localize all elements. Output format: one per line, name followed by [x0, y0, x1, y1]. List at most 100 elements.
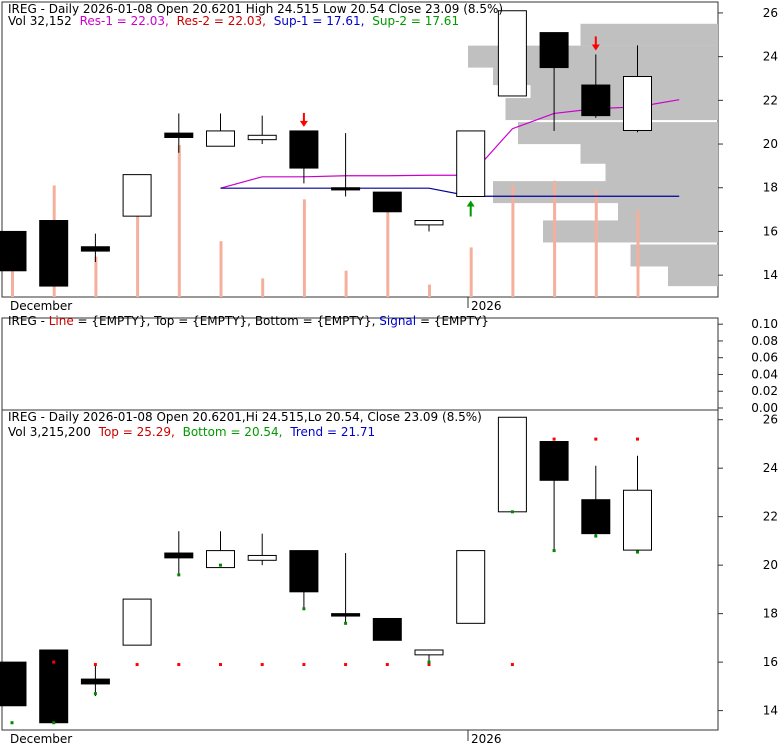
candle-down — [80, 678, 110, 685]
indicator-y-label: 0.10 — [751, 317, 778, 331]
volume-bar — [136, 200, 140, 297]
bottom-dot — [636, 550, 639, 554]
price-candles — [0, 10, 652, 287]
candle-up — [122, 598, 152, 646]
x-label-december-top: December — [10, 299, 72, 313]
indicator-y-label: 0.02 — [751, 384, 778, 398]
volume-bar — [594, 190, 598, 297]
bottom-dot — [10, 721, 14, 725]
volume-bar — [261, 278, 265, 297]
volume-profile-bar — [543, 220, 718, 243]
bottom-dot — [177, 573, 181, 577]
price-header-line1: IREG - Daily 2026-01-08 Open 20.6201 Hig… — [8, 2, 503, 16]
price-header-line2: Vol 32,152 Res-1 = 22.03, Res-2 = 22.03,… — [8, 14, 459, 28]
volume-profile-bar — [580, 23, 718, 46]
top-bottom-dots — [10, 437, 639, 725]
candle-down — [331, 613, 361, 617]
indicator-header: IREG - Line = {EMPTY}, Top = {EMPTY}, Bo… — [8, 314, 489, 328]
candle-down — [539, 441, 569, 481]
top-dot — [302, 663, 306, 667]
top-dot — [552, 437, 556, 441]
x-label-2026-top: 2026 — [471, 299, 502, 313]
top-dot — [177, 663, 181, 667]
bottom-dot — [93, 692, 97, 696]
candle-up — [414, 649, 444, 656]
candle-up — [206, 130, 235, 147]
indicator-line-label: Line — [49, 314, 74, 328]
price2-y-label: 14 — [763, 704, 778, 718]
price-y-label: 20 — [763, 137, 778, 151]
volume-bar — [302, 199, 306, 297]
price2-y-label: 20 — [763, 558, 778, 572]
price2-candles — [0, 416, 652, 724]
price2-y-label: 26 — [763, 413, 778, 427]
volume-bar — [428, 284, 431, 297]
candle-down — [0, 661, 27, 707]
volume-bar — [636, 210, 640, 297]
candle-down — [372, 191, 402, 213]
price-y-label: 26 — [763, 6, 778, 20]
candle-down — [372, 617, 402, 641]
indicator-eq2: = {EMPTY} — [416, 314, 489, 328]
indicator-eq1: = {EMPTY}, Top = {EMPTY}, Bottom = {EMPT… — [74, 314, 380, 328]
indicator-y-label: 0.08 — [751, 334, 778, 348]
volume-profile-bar — [605, 161, 718, 184]
bottom-dot — [427, 660, 431, 664]
bottom-dot — [344, 621, 348, 625]
candle-down — [0, 230, 27, 272]
price-y-label: 18 — [763, 181, 778, 195]
price2-header-line2: Vol 3,215,200 Top = 25.29, Bottom = 20.5… — [8, 425, 375, 439]
volume-profile-bar — [630, 244, 718, 267]
candle-up — [206, 550, 235, 569]
down-arrow-head — [591, 44, 600, 51]
indicator-signal-label: Signal — [379, 314, 416, 328]
price2-volume-label: Vol 3,215,200 — [8, 425, 91, 439]
volume-profile-bar — [580, 141, 718, 164]
candle-down — [581, 84, 611, 117]
candle-down — [289, 550, 319, 593]
x-label-2026-bottom: 2026 — [471, 732, 502, 745]
price2-y-label: 22 — [763, 510, 778, 524]
top-dot — [93, 663, 97, 667]
candle-down — [331, 187, 361, 191]
res1-label: Res-1 = 22.03, — [80, 14, 169, 28]
down-arrow-head — [299, 120, 308, 127]
candle-down — [164, 552, 194, 559]
candle-down — [164, 132, 194, 138]
volume-profile — [468, 23, 718, 287]
sup1-label: Sup-1 = 17.61, — [274, 14, 365, 28]
x-label-december-bottom: December — [10, 732, 72, 745]
bottom-dot — [302, 607, 306, 611]
volume-bar — [511, 185, 515, 297]
candle-up — [497, 10, 527, 97]
volume-bar — [344, 270, 348, 297]
top-dot — [385, 663, 389, 667]
candle-down — [539, 32, 569, 69]
top-dot — [636, 437, 639, 441]
price-y-label: 16 — [763, 224, 778, 238]
volume-bar — [469, 247, 473, 297]
price2-y-label: 16 — [763, 655, 778, 669]
top-dot — [219, 663, 222, 667]
bottom-label: Bottom = 20.54, — [183, 425, 283, 439]
candle-up — [247, 134, 277, 141]
volume-bar — [177, 145, 181, 297]
indicator-panel-frame — [1, 317, 719, 411]
top-label: Top = 25.29, — [98, 425, 175, 439]
top-dot — [344, 663, 348, 667]
top-dot — [594, 437, 598, 441]
price2-panel-frame — [1, 409, 719, 731]
indicator-prefix: IREG - — [8, 314, 49, 328]
candle-down — [80, 246, 110, 252]
volume-bar — [94, 256, 98, 297]
indicator-y-label: 0.04 — [751, 367, 778, 381]
volume-profile-bar — [493, 181, 718, 204]
top-dot — [427, 663, 431, 667]
price-y-label: 24 — [763, 50, 778, 64]
candle-up — [414, 220, 444, 226]
price2-header-line1: IREG - Daily 2026-01-08 Open 20.6201,Hi … — [8, 410, 482, 424]
price-y-label: 14 — [763, 268, 778, 282]
candle-down — [581, 499, 611, 535]
volume-bar — [219, 241, 223, 297]
candle-up — [623, 489, 652, 551]
